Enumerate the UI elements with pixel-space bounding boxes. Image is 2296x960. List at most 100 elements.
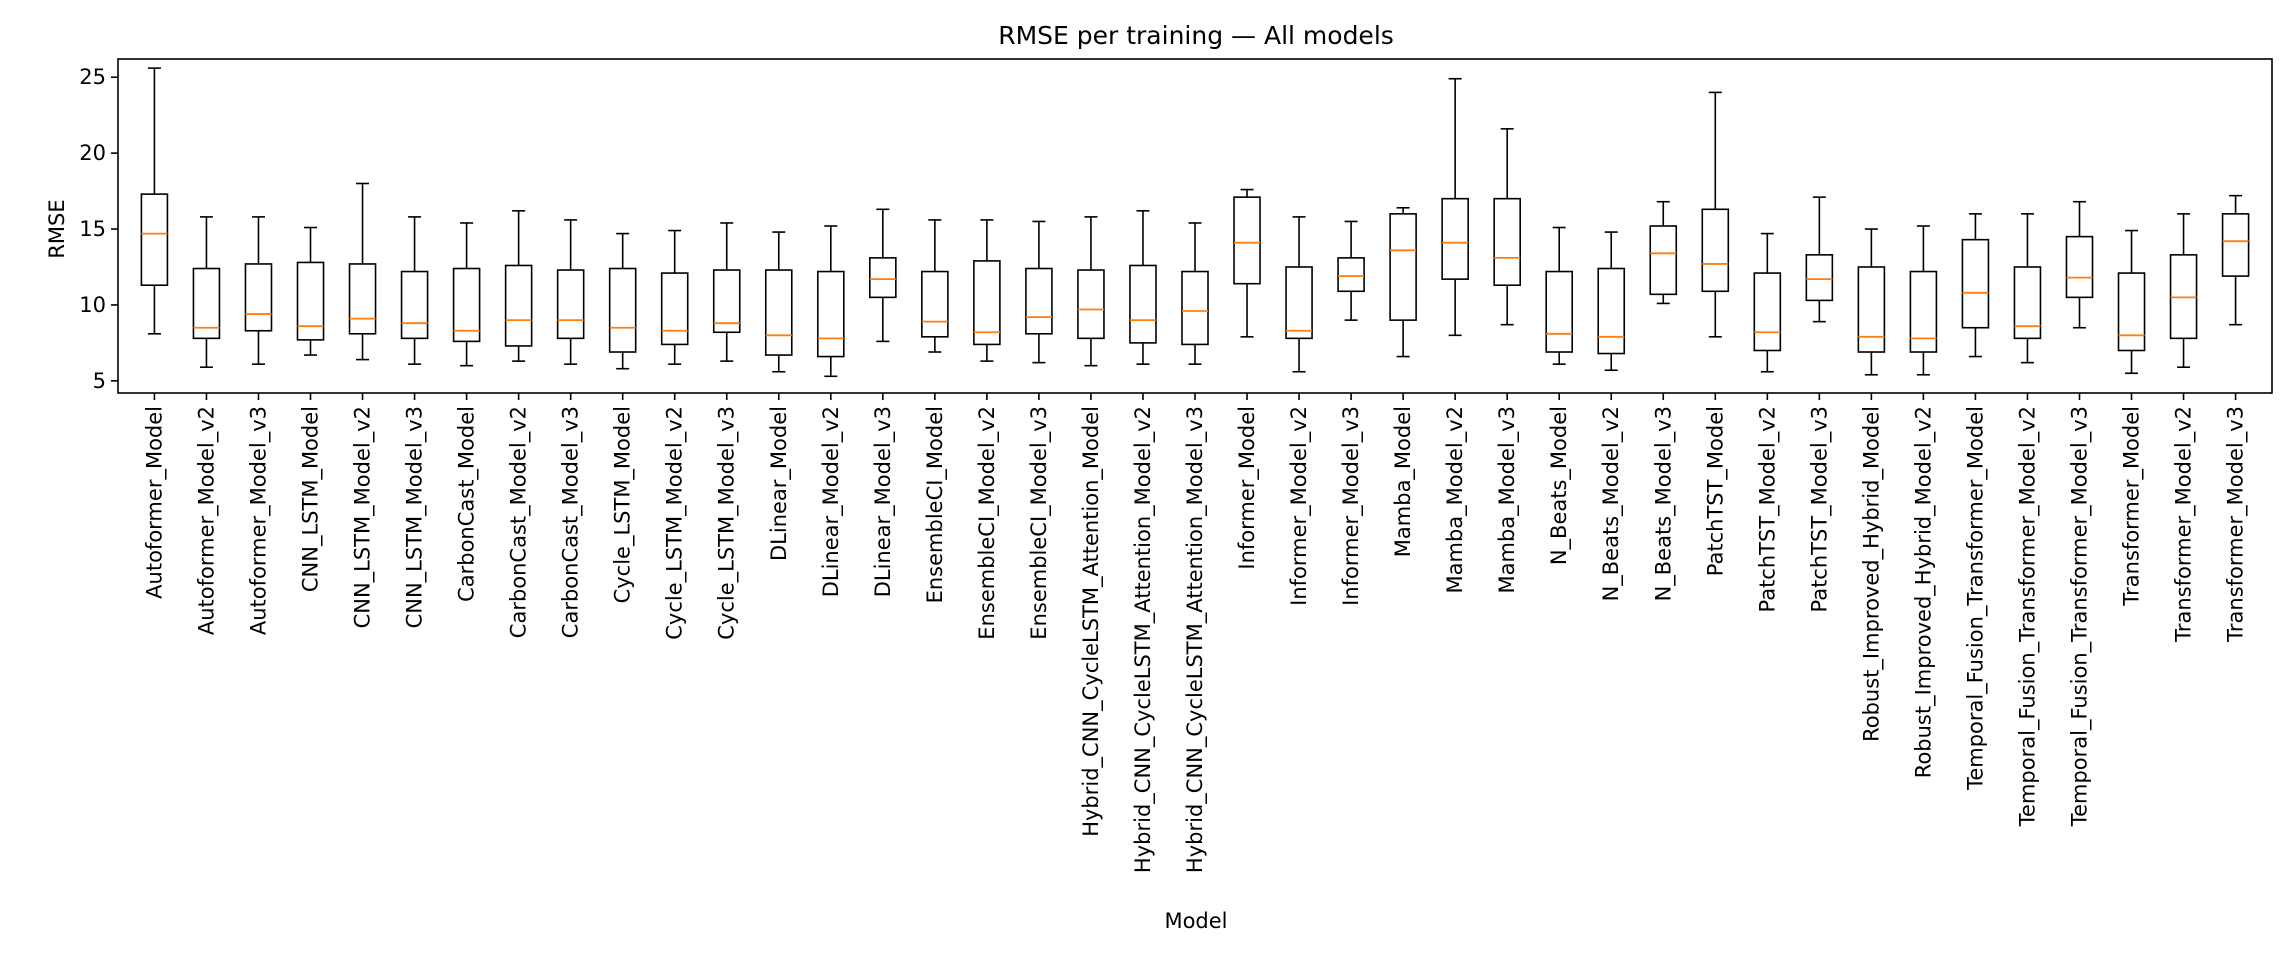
- iqr-box: [816, 270, 845, 358]
- box-Informer_Model_v3: [1337, 220, 1365, 321]
- iqr-box: [869, 257, 897, 299]
- box-CNN_LSTM_Model: [296, 226, 325, 356]
- box-Mamba_Model_v3: [1493, 128, 1521, 326]
- box-Transformer_Model_v3: [2221, 194, 2250, 326]
- x-tick-label: N_Beats_Model: [1547, 406, 1572, 565]
- box-Hybrid_CNN_CycleLSTM_Attention_Model_v3: [1181, 222, 1209, 365]
- x-tick-label: Mamba_Model: [1391, 406, 1416, 557]
- box-Cycle_LSTM_Model_v2: [660, 229, 689, 365]
- box-Hybrid_CNN_CycleLSTM_Attention_Model: [1077, 216, 1105, 367]
- x-tick-label: Transformer_Model_v2: [2172, 406, 2197, 643]
- box-DLinear_Model_v3: [869, 208, 897, 343]
- x-tick-label: CarbonCast_Model_v3: [559, 406, 584, 638]
- box-CarbonCast_Model_v3: [556, 219, 585, 365]
- iqr-box: [764, 269, 793, 356]
- iqr-box: [1545, 270, 1574, 353]
- x-tick-label: CarbonCast_Model: [455, 406, 480, 602]
- box-EnsembleCI_Model_v2: [973, 219, 1001, 362]
- iqr-box: [1337, 257, 1365, 293]
- box-Robust_Improved_Hybrid_Model_v2: [1909, 225, 1938, 376]
- box-N_Beats_Model_v2: [1597, 231, 1626, 372]
- box-Temporal_Fusion_Transformer_Model_v3: [2065, 200, 2094, 329]
- x-tick-label: Autoformer_Model: [142, 406, 167, 599]
- iqr-box: [2013, 266, 2042, 340]
- iqr-box: [244, 263, 273, 332]
- iqr-box: [1649, 225, 1678, 296]
- x-tick-label: N_Beats_Model_v3: [1651, 406, 1676, 601]
- box-series: [140, 67, 2250, 378]
- x-tick-label: Cycle_LSTM_Model_v2: [663, 406, 688, 640]
- iqr-box: [1805, 254, 1834, 302]
- x-tick-label: Mamba_Model_v2: [1443, 406, 1468, 593]
- iqr-box: [973, 260, 1001, 346]
- box-Temporal_Fusion_Transformer_Model_v2: [2013, 213, 2042, 364]
- iqr-box: [1597, 267, 1626, 355]
- box-EnsembleCI_Model_v3: [1025, 220, 1053, 364]
- iqr-box: [1441, 197, 1469, 280]
- box-CNN_LSTM_Model_v3: [400, 216, 429, 365]
- y-axis-label: RMSE: [45, 199, 69, 258]
- box-N_Beats_Model: [1545, 226, 1574, 365]
- box-Informer_Model_v2: [1285, 216, 1313, 373]
- box-Hybrid_CNN_CycleLSTM_Attention_Model_v2: [1129, 210, 1157, 365]
- x-tick-label: Transformer_Model: [2120, 406, 2145, 607]
- x-tick-label: Autoformer_Model_v2: [194, 406, 219, 635]
- x-tick-label: DLinear_Model: [767, 406, 792, 561]
- iqr-box: [296, 261, 325, 341]
- x-tick-label: CNN_LSTM_Model: [299, 406, 324, 592]
- x-tick-label: Robust_Improved_Hybrid_Model: [1859, 406, 1884, 742]
- iqr-box: [1753, 272, 1782, 352]
- iqr-box: [1493, 197, 1521, 287]
- iqr-box: [556, 269, 585, 340]
- x-tick-label: Mamba_Model_v3: [1495, 406, 1520, 593]
- iqr-box: [712, 269, 741, 334]
- x-tick-label: EnsembleCI_Model_v3: [1027, 406, 1052, 640]
- x-tick-label: Hybrid_CNN_CycleLSTM_Attention_Model_v2: [1131, 406, 1156, 873]
- iqr-box: [400, 270, 429, 340]
- x-tick-label: CarbonCast_Model_v2: [507, 406, 532, 638]
- box-Informer_Model: [1233, 188, 1261, 338]
- iqr-box: [2065, 235, 2094, 299]
- iqr-box: [1285, 266, 1313, 340]
- iqr-box: [348, 263, 377, 335]
- box-Transformer_Model: [2117, 229, 2146, 375]
- box-CarbonCast_Model_v2: [504, 210, 533, 362]
- iqr-box: [2117, 272, 2146, 352]
- box-Cycle_LSTM_Model_v3: [712, 222, 741, 362]
- x-tick-label: Temporal_Fusion_Transformer_Model_v2: [2015, 406, 2040, 827]
- plot-frame: [117, 58, 2273, 394]
- box-EnsembleCI_Model: [921, 219, 949, 353]
- y-tick-label: 10: [79, 293, 106, 317]
- x-tick-label: N_Beats_Model_v2: [1599, 406, 1624, 601]
- iqr-box: [1129, 264, 1157, 344]
- box-DLinear_Model: [764, 231, 793, 373]
- iqr-box: [1909, 270, 1938, 353]
- box-Autoformer_Model: [140, 67, 169, 335]
- y-axis-ticks: 5 10 15 20 25: [79, 65, 118, 393]
- x-tick-label: Hybrid_CNN_CycleLSTM_Attention_Model_v3: [1183, 406, 1208, 873]
- iqr-box: [1701, 208, 1730, 293]
- box-PatchTST_Model: [1701, 91, 1730, 338]
- x-tick-label: Hybrid_CNN_CycleLSTM_Attention_Model: [1079, 406, 1104, 837]
- iqr-box: [1181, 270, 1209, 346]
- x-tick-label: Autoformer_Model_v3: [246, 406, 271, 635]
- x-tick-label: PatchTST_Model: [1703, 406, 1728, 576]
- box-CarbonCast_Model: [452, 222, 481, 367]
- iqr-box: [140, 193, 169, 287]
- iqr-box: [1077, 269, 1105, 340]
- chart-title: RMSE per training — All models: [998, 21, 1394, 50]
- x-tick-label: CNN_LSTM_Model_v2: [351, 406, 376, 628]
- box-DLinear_Model_v2: [816, 225, 845, 378]
- box-PatchTST_Model_v2: [1753, 232, 1782, 373]
- iqr-box: [1857, 266, 1886, 353]
- y-tick-label: 5: [93, 369, 106, 393]
- x-tick-label: Informer_Model: [1235, 406, 1260, 570]
- x-tick-label: PatchTST_Model_v3: [1807, 406, 1832, 613]
- x-axis-ticks: Autoformer_Model Autoformer_Model_v2 Autof…: [142, 393, 2249, 873]
- box-Cycle_LSTM_Model: [608, 232, 637, 370]
- box-Mamba_Model: [1389, 206, 1417, 358]
- x-tick-label: Informer_Model_v3: [1339, 406, 1364, 606]
- y-tick-label: 15: [79, 217, 106, 241]
- box-Robust_Improved_Hybrid_Model: [1857, 228, 1886, 376]
- x-tick-label: Cycle_LSTM_Model_v3: [715, 406, 740, 640]
